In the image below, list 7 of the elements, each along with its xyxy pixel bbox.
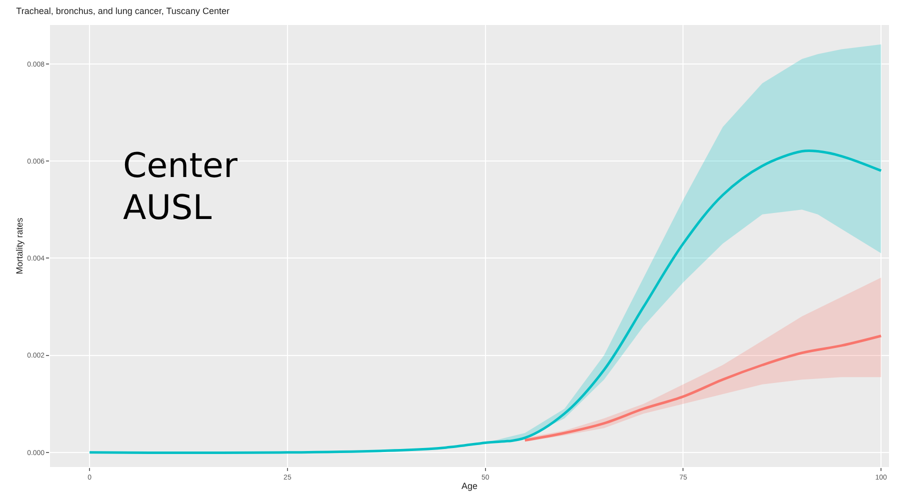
annotation: AUSL	[123, 188, 212, 228]
annotation: Center	[123, 146, 238, 186]
x-axis-title: Age	[461, 481, 478, 492]
line-series	[88, 149, 882, 454]
y-axis-title: Mortality rates	[14, 217, 24, 274]
chart-title: Tracheal, bronchus, and lung cancer, Tuscany Center	[16, 6, 230, 16]
line-series	[524, 334, 882, 442]
